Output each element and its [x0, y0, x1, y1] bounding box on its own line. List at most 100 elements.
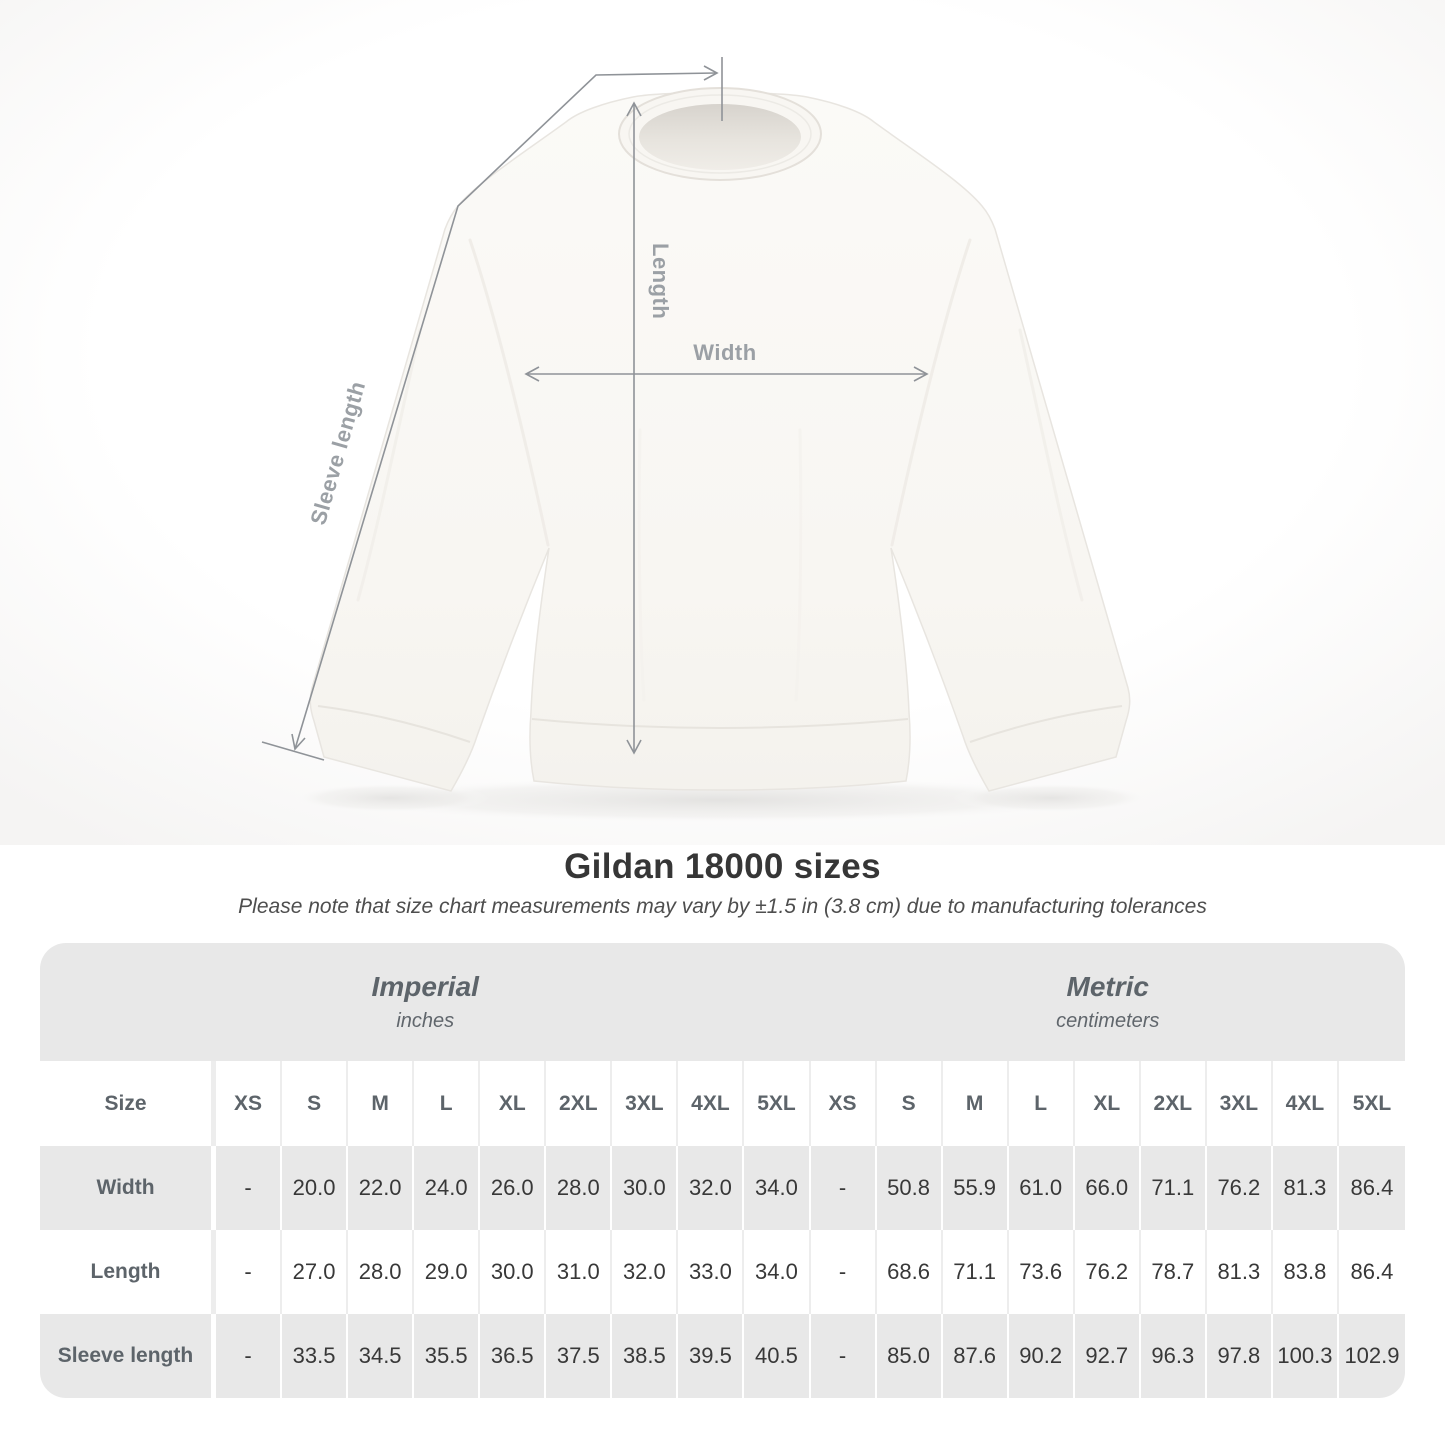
value-cell: 87.6 [943, 1314, 1009, 1398]
value-cell: 71.1 [943, 1230, 1009, 1314]
value-cell: 96.3 [1141, 1314, 1207, 1398]
cuff-tick-mark [261, 741, 325, 761]
width-label: Width [693, 340, 756, 365]
value-cell: 40.5 [744, 1314, 811, 1398]
value-cell: 76.2 [1207, 1146, 1273, 1230]
page-title: Gildan 18000 sizes [564, 847, 881, 886]
value-cell: 92.7 [1075, 1314, 1141, 1398]
value-cell: 30.0 [612, 1146, 679, 1230]
value-cell: - [216, 1230, 283, 1314]
value-cell: 50.8 [877, 1146, 943, 1230]
size-col-header: 4XL [678, 1061, 745, 1146]
measurement-rows: Width -20.0 22.0 24.0 26.0 28.0 30.0 32.0 34.0-5… [40, 1146, 1405, 1398]
value-cell: 33.5 [282, 1314, 349, 1398]
value-cell: 30.0 [480, 1230, 547, 1314]
sweatshirt-image [309, 87, 1131, 792]
row-label: Width [40, 1146, 216, 1230]
size-col-header: S [282, 1061, 349, 1146]
size-col-header: M [943, 1061, 1009, 1146]
size-col-header: XS [216, 1061, 283, 1146]
value-cell: 102.9 [1344, 1343, 1400, 1368]
value-cell: - [811, 1146, 877, 1230]
value-cell: 83.8 [1273, 1230, 1339, 1314]
unit-group-header-row: Imperial inches Metric centimeters [40, 943, 1405, 1061]
length-measure-arrow [626, 101, 642, 755]
value-cell: 39.5 [678, 1314, 745, 1398]
value-cell: 55.9 [943, 1146, 1009, 1230]
size-corner-header: Size [40, 1061, 216, 1146]
value-cell: 20.0 [282, 1146, 349, 1230]
value-cell: 36.5 [480, 1314, 547, 1398]
value-cell: 37.5 [546, 1314, 613, 1398]
imperial-label: Imperial [371, 971, 479, 1002]
table-row: Length -27.0 28.0 29.0 30.0 31.0 32.0 33.0 34.0-… [40, 1230, 1405, 1314]
value-cell: 24.0 [414, 1146, 481, 1230]
value-cell: 81.3 [1207, 1230, 1273, 1314]
size-col-header: XL [1075, 1061, 1141, 1146]
size-col-header: 3XL [1207, 1061, 1273, 1146]
size-col-header: XS [811, 1061, 877, 1146]
value-cell: 27.0 [282, 1230, 349, 1314]
size-col-header: 4XL [1273, 1061, 1339, 1146]
size-col-header: 2XL [1141, 1061, 1207, 1146]
row-label: Sleeve length [40, 1314, 216, 1398]
right-cuff-seam [969, 705, 1123, 743]
value-cell: - [811, 1314, 877, 1398]
size-header-row: Size XS S M L XL 2XL 3XL 4XL 5XL XS S M L XL 2XL 3XL 4XL… [40, 1061, 1405, 1146]
table-row: Width -20.0 22.0 24.0 26.0 28.0 30.0 32.0 34.0-5… [40, 1146, 1405, 1230]
size-col-header: 3XL [612, 1061, 679, 1146]
tolerance-note: Please note that size chart measurements… [238, 895, 1207, 918]
left-cuff-seam [317, 705, 471, 743]
metric-label: Metric [1066, 971, 1149, 1002]
value-cell: - [811, 1230, 877, 1314]
value-cell: 28.0 [348, 1230, 415, 1314]
size-col-header: S [877, 1061, 943, 1146]
sweatshirt-measurement-diagram: Width Length Sleeve length [0, 0, 1445, 845]
metric-unit: centimeters [1056, 1010, 1160, 1032]
value-cell: 66.0 [1075, 1146, 1141, 1230]
value-cell: 31.0 [546, 1230, 613, 1314]
value-cell: 81.3 [1273, 1146, 1339, 1230]
value-cell: 28.0 [546, 1146, 613, 1230]
value-cell: 26.0 [480, 1146, 547, 1230]
value-cell: 68.6 [877, 1230, 943, 1314]
size-col-header: 2XL [546, 1061, 613, 1146]
value-cell: 34.0 [744, 1230, 811, 1314]
value-cell: 35.5 [414, 1314, 481, 1398]
garment-shadow [290, 776, 1152, 824]
value-cell: 100.3 [1273, 1314, 1339, 1398]
waistband-seam [531, 718, 909, 729]
size-col-header: M [348, 1061, 415, 1146]
size-col-header: L [414, 1061, 481, 1146]
measurement-annotations [261, 57, 929, 761]
value-cell: 34.0 [744, 1146, 811, 1230]
value-cell: - [216, 1314, 283, 1398]
size-col-header: 5XL [744, 1061, 811, 1146]
size-col-header: L [1009, 1061, 1075, 1146]
value-cell: 78.7 [1141, 1230, 1207, 1314]
value-cell: 90.2 [1009, 1314, 1075, 1398]
value-cell: 22.0 [348, 1146, 415, 1230]
value-cell: 33.0 [678, 1230, 745, 1314]
value-cell: 32.0 [678, 1146, 745, 1230]
value-cell: 34.5 [348, 1314, 415, 1398]
value-cell: 85.0 [877, 1314, 943, 1398]
value-cell: - [216, 1146, 283, 1230]
value-cell: 32.0 [612, 1230, 679, 1314]
size-col-header: XL [480, 1061, 547, 1146]
length-label: Length [648, 243, 673, 319]
table-row: Sleeve length -33.5 34.5 35.5 36.5 37.5 38.5 39… [40, 1314, 1405, 1398]
sleeve-length-measure-arrow [261, 57, 723, 761]
value-cell: 61.0 [1009, 1146, 1075, 1230]
value-cell: 86.4 [1350, 1175, 1394, 1200]
size-table: Imperial inches Metric centimeters Size … [40, 943, 1405, 1398]
value-cell: 38.5 [612, 1314, 679, 1398]
value-cell: 86.4 [1350, 1259, 1394, 1284]
value-cell: 97.8 [1207, 1314, 1273, 1398]
imperial-group-header: Imperial inches [40, 943, 811, 1061]
imperial-unit: inches [396, 1010, 455, 1032]
metric-group-header: Metric centimeters [811, 943, 1406, 1061]
crewneck-collar [618, 87, 822, 181]
size-col-header: 5XL [1352, 1091, 1392, 1115]
